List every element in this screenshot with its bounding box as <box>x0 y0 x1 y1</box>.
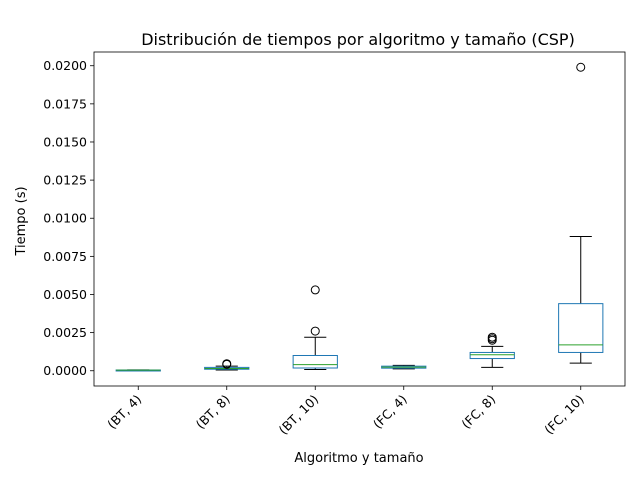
x-tick-label-0: (BT, 4) <box>104 392 144 432</box>
y-tick-label-2: 0.0050 <box>43 287 87 302</box>
y-tick-label-5: 0.0125 <box>43 173 87 188</box>
x-tick-label-2: (BT, 10) <box>276 392 322 438</box>
box-5 <box>558 303 604 353</box>
y-tick-label-6: 0.0150 <box>43 134 87 149</box>
outlier-2-1 <box>310 285 320 295</box>
y-tick-label-3: 0.0075 <box>43 249 87 264</box>
x-tick-label-4: (FC, 8) <box>458 392 498 432</box>
outlier-1-1 <box>222 359 232 369</box>
box-4 <box>469 351 515 360</box>
outlier-4-2 <box>487 332 497 342</box>
plot-frame <box>93 51 626 387</box>
y-tick-label-7: 0.0175 <box>43 96 87 111</box>
plot-area: 0.0000 0.0025 0.0050 0.0075 0.0100 0.0125 0.01… <box>43 51 626 438</box>
y-tick-label-4: 0.0100 <box>43 211 87 226</box>
y-axis-label: Tiempo (s) <box>14 186 29 256</box>
box-2 <box>292 354 338 369</box>
y-tick-label-0: 0.0000 <box>43 363 87 378</box>
outlier-5-0 <box>576 62 586 72</box>
y-tick-label-1: 0.0025 <box>43 325 87 340</box>
y-tick-label-8: 0.0200 <box>43 58 87 73</box>
x-tick-label-1: (BT, 8) <box>193 392 233 432</box>
outlier-2-0 <box>310 326 320 336</box>
chart-title: Distribución de tiempos por algoritmo y … <box>141 30 575 49</box>
x-tick-label-3: (FC, 4) <box>370 392 410 432</box>
x-axis-label: Algoritmo y tamaño <box>294 451 423 466</box>
x-tick-label-5: (FC, 10) <box>541 392 587 438</box>
